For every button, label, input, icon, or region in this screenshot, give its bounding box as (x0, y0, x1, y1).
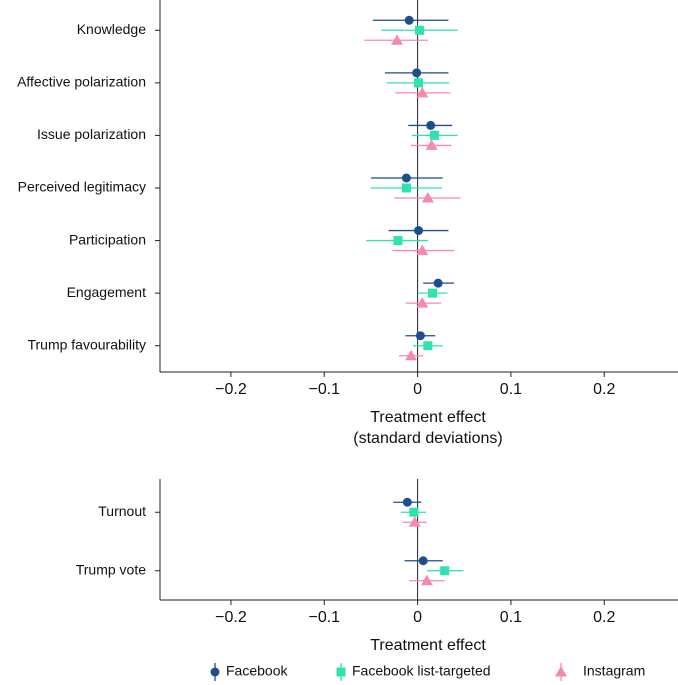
point (401, 173, 411, 183)
point (428, 288, 438, 298)
legend-label: Instagram (583, 663, 645, 679)
x-axis-label: Treatment effect (370, 637, 486, 654)
point (420, 574, 433, 586)
x-tick-label: 0.2 (593, 609, 615, 626)
point (414, 78, 424, 88)
point (418, 556, 428, 566)
y-tick-label: Trump favourability (27, 336, 146, 352)
point (433, 278, 443, 288)
x-tick-label: 0.1 (500, 609, 522, 626)
point (405, 349, 418, 361)
point (336, 667, 346, 677)
point (210, 667, 220, 677)
y-tick-label: Engagement (67, 284, 147, 300)
legend-label: Facebook list-targeted (352, 663, 491, 679)
point (391, 34, 404, 45)
x-tick-label: −0.2 (215, 381, 247, 398)
point (393, 236, 403, 246)
y-tick-label: Participation (69, 231, 146, 247)
point (415, 331, 425, 341)
x-tick-label: 0.1 (500, 381, 522, 398)
x-tick-label: 0 (413, 609, 422, 626)
point (414, 226, 424, 236)
x-axis-label: (standard deviations) (353, 430, 502, 447)
x-axis-label: Treatment effect (370, 409, 486, 426)
point (416, 297, 429, 308)
y-tick-label: Perceived legitimacy (18, 179, 146, 195)
point (412, 68, 422, 78)
point (416, 244, 429, 256)
point (440, 566, 450, 576)
x-tick-label: −0.1 (308, 609, 340, 626)
x-tick-label: 0.2 (593, 381, 615, 398)
x-tick-label: 0 (413, 381, 422, 398)
point (409, 507, 419, 517)
legend-label: Facebook (226, 663, 288, 679)
point (416, 86, 429, 98)
y-tick-label: Trump vote (76, 561, 146, 577)
y-tick-label: Affective polarization (17, 74, 146, 90)
point (414, 25, 424, 35)
point (423, 341, 433, 351)
point (555, 666, 567, 677)
x-tick-label: −0.1 (308, 381, 340, 398)
point (421, 192, 434, 203)
y-tick-label: Turnout (98, 503, 146, 519)
point (408, 516, 421, 527)
point (402, 497, 412, 507)
point (426, 120, 436, 130)
point (429, 130, 439, 140)
point (425, 139, 438, 150)
x-tick-label: −0.2 (215, 609, 247, 626)
point (404, 15, 414, 25)
y-tick-label: Issue polarization (37, 126, 146, 142)
y-tick-label: Knowledge (77, 21, 146, 37)
point (401, 183, 411, 193)
